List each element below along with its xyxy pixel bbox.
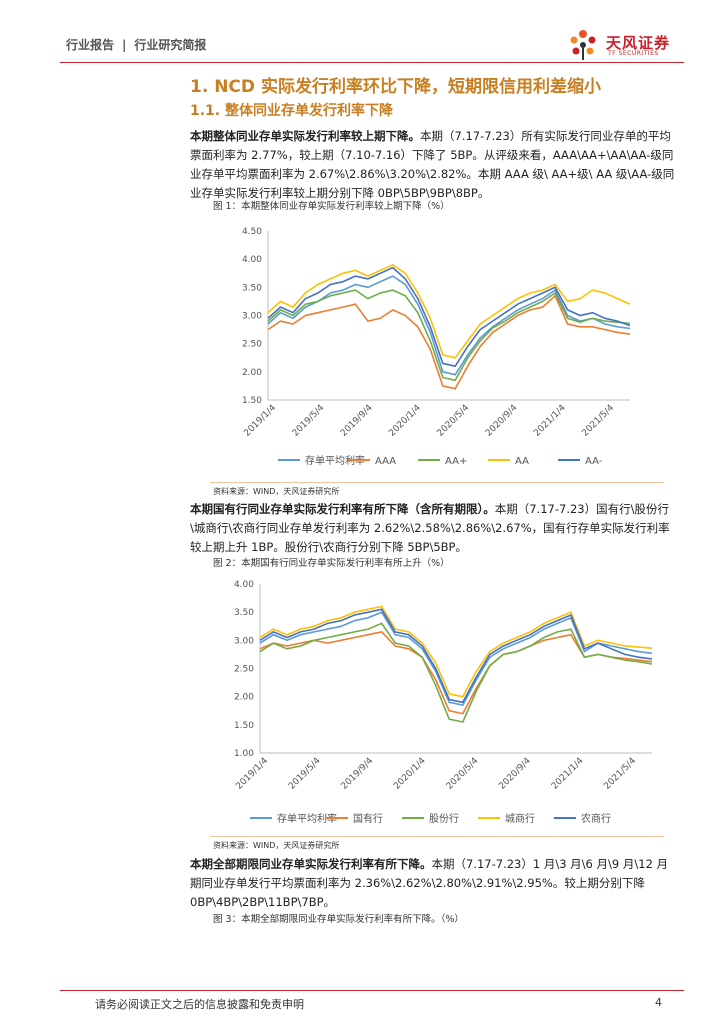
x-tick-label: 2020/1/4 — [387, 403, 423, 439]
x-tick-label: 2021/1/4 — [532, 403, 568, 439]
section-heading: 1. NCD 实际发行利率环比下降，短期限信用利差缩小 — [190, 77, 601, 97]
series-line — [267, 275, 631, 376]
paragraph-overall: 本期整体同业存单实际发行利率较上期下降。本期（7.17-7.23）所有实际发行同… — [190, 127, 675, 203]
legend-label: AAA — [375, 456, 396, 467]
series-line — [267, 266, 631, 368]
company-logo: 天风证券 TF SECURITIES — [566, 28, 686, 64]
x-tick-label: 2019/9/4 — [340, 756, 376, 792]
legend-label: 国有行 — [353, 812, 383, 825]
paragraph-body: 本期（7.17-7.23）1 月\3 月\6 月\9 月\12 月期同业存单发行… — [190, 857, 669, 909]
figure-1-caption: 图 1：本期整体同业存单实际发行利率较上期下降（%） — [213, 201, 450, 212]
y-tick-label: 4.50 — [242, 227, 262, 237]
page-number: 4 — [655, 996, 662, 1009]
header-separator: | — [122, 38, 127, 52]
figure-1-divider — [210, 482, 664, 483]
y-tick-label: 2.00 — [234, 693, 254, 703]
report-type: 行业报告 | 行业研究简报 — [62, 36, 210, 53]
y-tick-label: 1.50 — [234, 721, 254, 731]
logo-name-en: TF SECURITIES — [608, 50, 659, 57]
figure-2-caption: 图 2：本期国有行同业存单实际发行利率有所上升（%） — [213, 558, 450, 569]
x-tick-label: 2020/5/4 — [445, 756, 481, 792]
paragraph-lead: 本期全部期限同业存单实际发行利率有所下降。 — [190, 857, 432, 871]
x-tick-label: 2020/9/4 — [484, 403, 520, 439]
paragraph-lead: 本期整体同业存单实际发行利率较上期下降。 — [190, 129, 420, 143]
y-tick-label: 1.00 — [234, 749, 254, 759]
x-tick-label: 2021/1/4 — [550, 756, 586, 792]
x-tick-label: 2020/5/4 — [436, 403, 472, 439]
paragraph-maturity: 本期全部期限同业存单实际发行利率有所下降。本期（7.17-7.23）1 月\3 … — [190, 855, 675, 912]
figure-3-caption: 图 3：本期全部期限同业存单实际发行利率有所下降。（%） — [213, 914, 464, 925]
series-line — [267, 263, 631, 359]
legend-label: AA — [515, 456, 529, 467]
footer-divider — [60, 990, 684, 991]
report-subcategory: 行业研究简报 — [134, 38, 207, 52]
legend-label: AA- — [585, 456, 603, 467]
logo-name-cn: 天风证券 — [606, 34, 671, 52]
y-tick-label: 4.00 — [242, 255, 262, 265]
x-tick-label: 2021/5/4 — [580, 403, 616, 439]
legend-label: AA+ — [445, 456, 467, 467]
series-line — [259, 605, 653, 698]
legend-label: 股份行 — [429, 812, 459, 825]
x-tick-label: 2019/1/4 — [234, 756, 270, 792]
series-line — [267, 289, 631, 382]
series-line — [267, 294, 631, 390]
x-tick-label: 2019/5/4 — [287, 756, 323, 792]
figure-2-source: 资料来源：WIND，天风证券研究所 — [213, 841, 340, 850]
y-tick-label: 3.50 — [242, 283, 262, 293]
x-tick-label: 2019/1/4 — [242, 403, 278, 439]
y-tick-label: 3.00 — [242, 312, 262, 322]
legend-label: 城商行 — [505, 812, 535, 825]
y-tick-label: 2.00 — [242, 368, 262, 378]
series-line — [259, 622, 653, 723]
x-tick-label: 2020/1/4 — [392, 756, 428, 792]
flower-logo-icon — [570, 30, 596, 60]
header-divider — [60, 62, 684, 63]
x-tick-label: 2019/9/4 — [339, 403, 375, 439]
x-tick-label: 2021/5/4 — [602, 756, 638, 792]
paragraph-lead: 本期国有行同业存单实际发行利率有所下降（含所有期限）。 — [190, 502, 495, 516]
legend-label: 存单平均利率 — [277, 812, 337, 825]
y-tick-label: 4.00 — [234, 580, 254, 590]
x-tick-label: 2020/9/4 — [497, 756, 533, 792]
y-tick-label: 1.50 — [242, 396, 262, 406]
paragraph-bank-type: 本期国有行同业存单实际发行利率有所下降（含所有期限）。本期（7.17-7.23）… — [190, 500, 675, 557]
figure-1-source: 资料来源：WIND，天风证券研究所 — [213, 487, 340, 496]
series-line — [259, 611, 653, 707]
report-category: 行业报告 — [66, 38, 115, 52]
report-header: 行业报告 | 行业研究简报 天风证券 TF SECURITIES — [0, 0, 724, 70]
figure-2-divider — [210, 836, 664, 837]
y-tick-label: 2.50 — [234, 665, 254, 675]
y-tick-label: 3.50 — [234, 608, 254, 618]
legend-label: 农商行 — [581, 812, 611, 825]
legend-label: 存单平均利率 — [305, 454, 365, 467]
y-tick-label: 3.00 — [234, 636, 254, 646]
subsection-heading: 1.1. 整体同业存单发行利率下降 — [190, 103, 393, 119]
paragraph-body: 本期（7.17-7.23）国有行\股份行\城商行\农商行同业存单发行利率为 2.… — [190, 502, 670, 554]
y-tick-label: 2.50 — [242, 340, 262, 350]
x-tick-label: 2019/5/4 — [291, 403, 327, 439]
paragraph-body: 本期（7.17-7.23）所有实际发行同业存单的平均票面利率为 2.77%，较上… — [190, 129, 675, 200]
footer-disclaimer: 请务必阅读正文之后的信息披露和免责申明 — [95, 998, 304, 1011]
series-line — [259, 608, 653, 704]
